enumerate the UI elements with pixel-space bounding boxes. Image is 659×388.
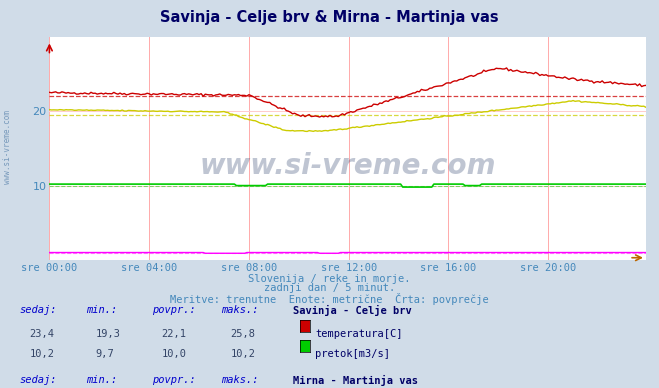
Text: zadnji dan / 5 minut.: zadnji dan / 5 minut. (264, 283, 395, 293)
Text: sedaj:: sedaj: (20, 305, 57, 315)
Text: pretok[m3/s]: pretok[m3/s] (315, 349, 390, 359)
Text: Slovenija / reke in morje.: Slovenija / reke in morje. (248, 274, 411, 284)
Text: Savinja - Celje brv: Savinja - Celje brv (293, 305, 412, 315)
Text: min.:: min.: (86, 305, 117, 315)
Text: 10,0: 10,0 (161, 349, 186, 359)
Text: povpr.:: povpr.: (152, 375, 195, 385)
Text: maks.:: maks.: (221, 305, 258, 315)
Text: Mirna - Martinja vas: Mirna - Martinja vas (293, 375, 418, 386)
Text: Meritve: trenutne  Enote: metrične  Črta: povprečje: Meritve: trenutne Enote: metrične Črta: … (170, 293, 489, 305)
Text: Savinja - Celje brv & Mirna - Martinja vas: Savinja - Celje brv & Mirna - Martinja v… (160, 10, 499, 25)
Text: 10,2: 10,2 (231, 349, 256, 359)
Text: www.si-vreme.com: www.si-vreme.com (200, 152, 496, 180)
Text: 19,3: 19,3 (96, 329, 121, 339)
Text: povpr.:: povpr.: (152, 305, 195, 315)
Text: 9,7: 9,7 (96, 349, 114, 359)
Text: min.:: min.: (86, 375, 117, 385)
Text: 23,4: 23,4 (30, 329, 55, 339)
Text: 25,8: 25,8 (231, 329, 256, 339)
Text: 10,2: 10,2 (30, 349, 55, 359)
Text: temperatura[C]: temperatura[C] (315, 329, 403, 339)
Text: 22,1: 22,1 (161, 329, 186, 339)
Text: maks.:: maks.: (221, 375, 258, 385)
Text: sedaj:: sedaj: (20, 375, 57, 385)
Text: www.si-vreme.com: www.si-vreme.com (3, 111, 13, 184)
